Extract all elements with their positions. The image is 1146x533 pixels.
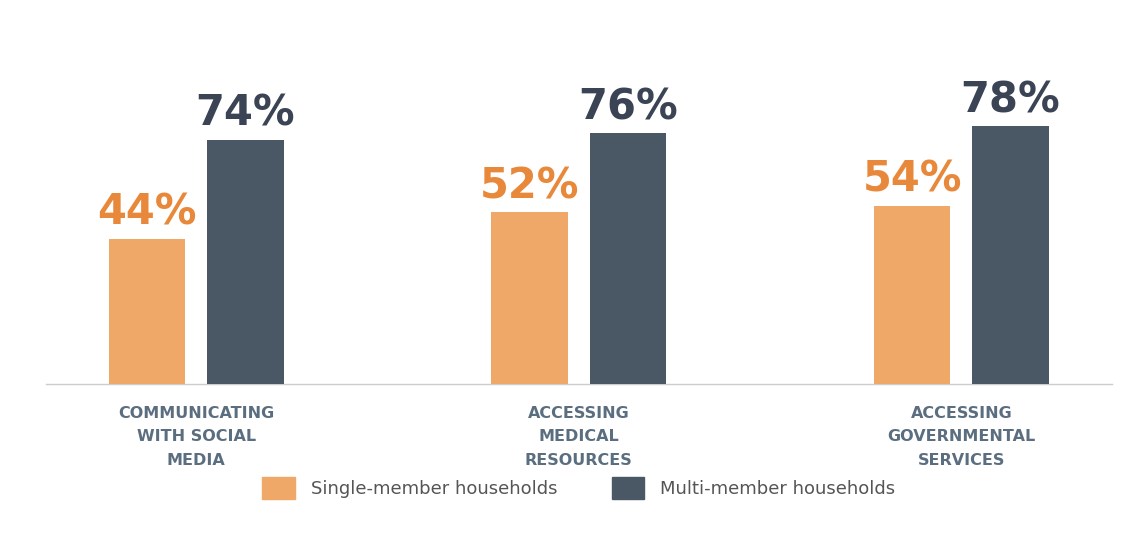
Bar xyxy=(874,206,950,384)
Text: 44%: 44% xyxy=(97,192,197,233)
Bar xyxy=(207,140,283,384)
Text: 74%: 74% xyxy=(196,93,296,135)
Text: 78%: 78% xyxy=(960,79,1060,122)
Bar xyxy=(492,212,567,384)
Bar xyxy=(109,239,186,384)
Bar xyxy=(972,126,1049,384)
Legend: Single-member households, Multi-member households: Single-member households, Multi-member h… xyxy=(254,470,903,506)
Text: 54%: 54% xyxy=(863,159,961,200)
Text: 52%: 52% xyxy=(480,165,579,207)
Text: 76%: 76% xyxy=(578,86,677,128)
Bar xyxy=(590,133,666,384)
